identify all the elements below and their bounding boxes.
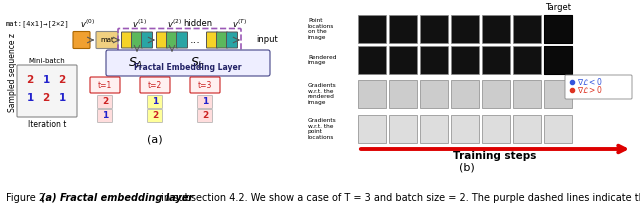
Text: (a): (a)	[147, 135, 163, 145]
FancyBboxPatch shape	[90, 77, 120, 93]
Text: $\nabla\mathcal{L}>0$: $\nabla\mathcal{L}>0$	[577, 85, 603, 95]
Text: 2: 2	[26, 75, 34, 85]
Bar	[389, 80, 417, 108]
Text: 2: 2	[58, 75, 66, 85]
Bar	[451, 46, 479, 74]
FancyBboxPatch shape	[73, 32, 90, 49]
FancyBboxPatch shape	[157, 32, 168, 48]
Bar	[513, 15, 541, 43]
Bar	[482, 46, 510, 74]
Text: 1: 1	[152, 98, 158, 106]
FancyBboxPatch shape	[166, 32, 177, 48]
Bar	[420, 15, 448, 43]
FancyBboxPatch shape	[177, 32, 188, 48]
FancyBboxPatch shape	[198, 95, 212, 109]
Text: Training steps: Training steps	[453, 151, 537, 161]
Bar	[358, 115, 386, 143]
FancyBboxPatch shape	[147, 110, 163, 123]
Text: Iteration t: Iteration t	[28, 120, 66, 129]
Bar	[513, 46, 541, 74]
FancyBboxPatch shape	[97, 95, 113, 109]
Text: 1: 1	[42, 75, 50, 85]
Text: 1: 1	[58, 93, 66, 103]
Text: mat: mat	[100, 37, 114, 43]
Bar	[389, 46, 417, 74]
Text: 2: 2	[202, 112, 208, 120]
Text: Point
locations
on the
image: Point locations on the image	[308, 18, 334, 40]
Text: 1: 1	[26, 93, 34, 103]
FancyBboxPatch shape	[96, 32, 118, 49]
FancyBboxPatch shape	[207, 32, 218, 48]
Bar	[544, 115, 572, 143]
Text: Gradients
w.r.t. the
rendered
image: Gradients w.r.t. the rendered image	[308, 83, 337, 105]
Bar	[451, 115, 479, 143]
Text: $S_A$: $S_A$	[129, 56, 143, 71]
Bar	[544, 46, 572, 74]
Text: $\nabla\mathcal{L}<0$: $\nabla\mathcal{L}<0$	[577, 77, 603, 87]
Bar	[389, 15, 417, 43]
Text: mat:[4x1]→[2×2]: mat:[4x1]→[2×2]	[6, 21, 70, 27]
Text: 2: 2	[42, 93, 50, 103]
Text: Target: Target	[545, 3, 571, 12]
Text: input: input	[256, 35, 278, 45]
Text: 1: 1	[102, 112, 108, 120]
Bar	[451, 15, 479, 43]
Text: 2: 2	[102, 98, 108, 106]
Bar	[482, 15, 510, 43]
Bar	[420, 80, 448, 108]
FancyBboxPatch shape	[198, 110, 212, 123]
Bar	[420, 46, 448, 74]
FancyBboxPatch shape	[565, 75, 632, 99]
Text: ...: ...	[189, 35, 200, 45]
Text: t=1: t=1	[98, 81, 112, 89]
Bar	[544, 15, 572, 43]
Text: Fractal Embedding Layer: Fractal Embedding Layer	[134, 63, 242, 72]
Text: (a) Fractal embedding layer: (a) Fractal embedding layer	[41, 193, 193, 203]
Text: 1: 1	[202, 98, 208, 106]
Text: t=2: t=2	[148, 81, 162, 89]
FancyBboxPatch shape	[141, 32, 152, 48]
Bar	[544, 15, 572, 43]
FancyBboxPatch shape	[140, 77, 170, 93]
FancyBboxPatch shape	[227, 32, 237, 48]
FancyBboxPatch shape	[131, 32, 143, 48]
FancyBboxPatch shape	[190, 77, 220, 93]
Text: $v^{(T)}$: $v^{(T)}$	[232, 18, 248, 30]
Text: hidden: hidden	[184, 20, 212, 28]
Text: t=3: t=3	[198, 81, 212, 89]
Bar	[482, 115, 510, 143]
Text: Rendered
image: Rendered image	[308, 55, 337, 65]
Text: (b): (b)	[459, 163, 474, 173]
Bar	[358, 80, 386, 108]
Text: Gradients
w.r.t. the
point
locations: Gradients w.r.t. the point locations	[308, 118, 337, 140]
Text: 2: 2	[152, 112, 158, 120]
Text: $v^{(0)}$: $v^{(0)}$	[81, 18, 95, 30]
FancyBboxPatch shape	[17, 65, 77, 117]
Bar	[389, 115, 417, 143]
FancyBboxPatch shape	[216, 32, 227, 48]
Bar	[544, 80, 572, 108]
Text: $S_b$: $S_b$	[191, 56, 205, 71]
Bar	[420, 115, 448, 143]
Bar	[544, 46, 572, 74]
Bar	[482, 80, 510, 108]
Bar	[513, 80, 541, 108]
Bar	[358, 15, 386, 43]
Bar	[451, 80, 479, 108]
FancyBboxPatch shape	[122, 32, 132, 48]
Bar	[513, 115, 541, 143]
Text: $v^{(1)}$: $v^{(1)}$	[132, 18, 148, 30]
FancyBboxPatch shape	[106, 50, 270, 76]
Text: Mini-batch: Mini-batch	[29, 58, 65, 64]
Text: Sampled sequence z: Sampled sequence z	[8, 32, 17, 112]
FancyBboxPatch shape	[147, 95, 163, 109]
Text: $v^{(2)}$: $v^{(2)}$	[168, 18, 182, 30]
Text: Figure 2:: Figure 2:	[6, 193, 51, 203]
Bar	[358, 46, 386, 74]
Text: in subsection 4.2. We show a case of T = 3 and batch size = 2. The purple dashed: in subsection 4.2. We show a case of T =…	[158, 193, 640, 203]
FancyBboxPatch shape	[97, 110, 113, 123]
